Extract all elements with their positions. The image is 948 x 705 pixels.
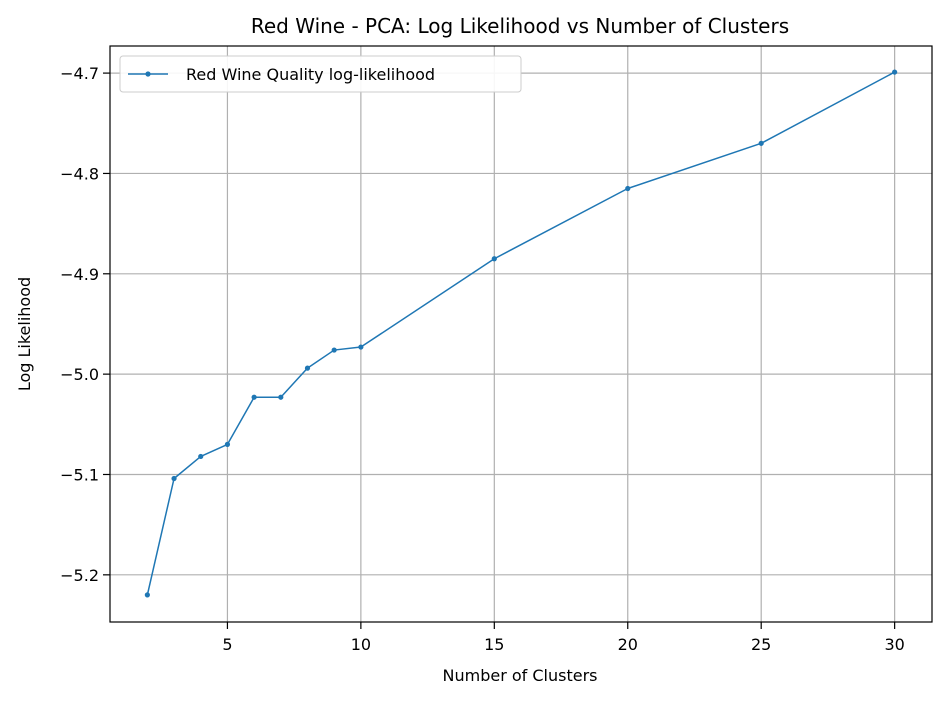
chart-title: Red Wine - PCA: Log Likelihood vs Number… bbox=[251, 14, 789, 38]
legend-label: Red Wine Quality log-likelihood bbox=[186, 65, 435, 84]
data-point bbox=[251, 394, 257, 400]
x-tick-label: 25 bbox=[751, 635, 771, 654]
data-point bbox=[198, 453, 204, 460]
data-point bbox=[144, 592, 150, 598]
y-tick-label: −5.2 bbox=[60, 566, 99, 585]
data-point bbox=[331, 347, 337, 353]
y-tick-label: −5.1 bbox=[60, 465, 99, 484]
data-point bbox=[304, 365, 311, 371]
y-tick-label: −4.7 bbox=[60, 64, 99, 83]
plot-frame bbox=[109, 45, 933, 623]
data-point bbox=[224, 441, 231, 447]
ticks: 5 10 15 20 25 30 −5.2 −5.1 −5.0 −4.9 −4.8 −4.7 bbox=[60, 64, 905, 654]
x-axis-label: Number of Clusters bbox=[443, 666, 598, 685]
legend: Red Wine Quality log-likelihood bbox=[119, 55, 522, 93]
data-point bbox=[758, 140, 764, 146]
y-tick-label: −4.9 bbox=[60, 265, 99, 284]
data-point bbox=[171, 475, 177, 482]
x-tick-label: 20 bbox=[618, 635, 638, 654]
y-tick-label: −5.0 bbox=[60, 365, 99, 384]
y-axis-label: Log Likelihood bbox=[15, 277, 34, 391]
data-point bbox=[625, 185, 631, 192]
x-tick-label: 15 bbox=[484, 635, 504, 654]
legend-box bbox=[119, 55, 522, 93]
data-point bbox=[358, 344, 364, 350]
y-tick-label: −4.8 bbox=[60, 164, 99, 183]
data-point bbox=[892, 69, 898, 75]
legend-marker-swatch bbox=[145, 71, 151, 77]
x-tick-label: 5 bbox=[222, 635, 232, 654]
x-tick-label: 30 bbox=[884, 635, 904, 654]
series-layer bbox=[144, 69, 898, 598]
data-point bbox=[278, 394, 284, 400]
data-point bbox=[491, 256, 497, 262]
x-tick-label: 10 bbox=[351, 635, 371, 654]
